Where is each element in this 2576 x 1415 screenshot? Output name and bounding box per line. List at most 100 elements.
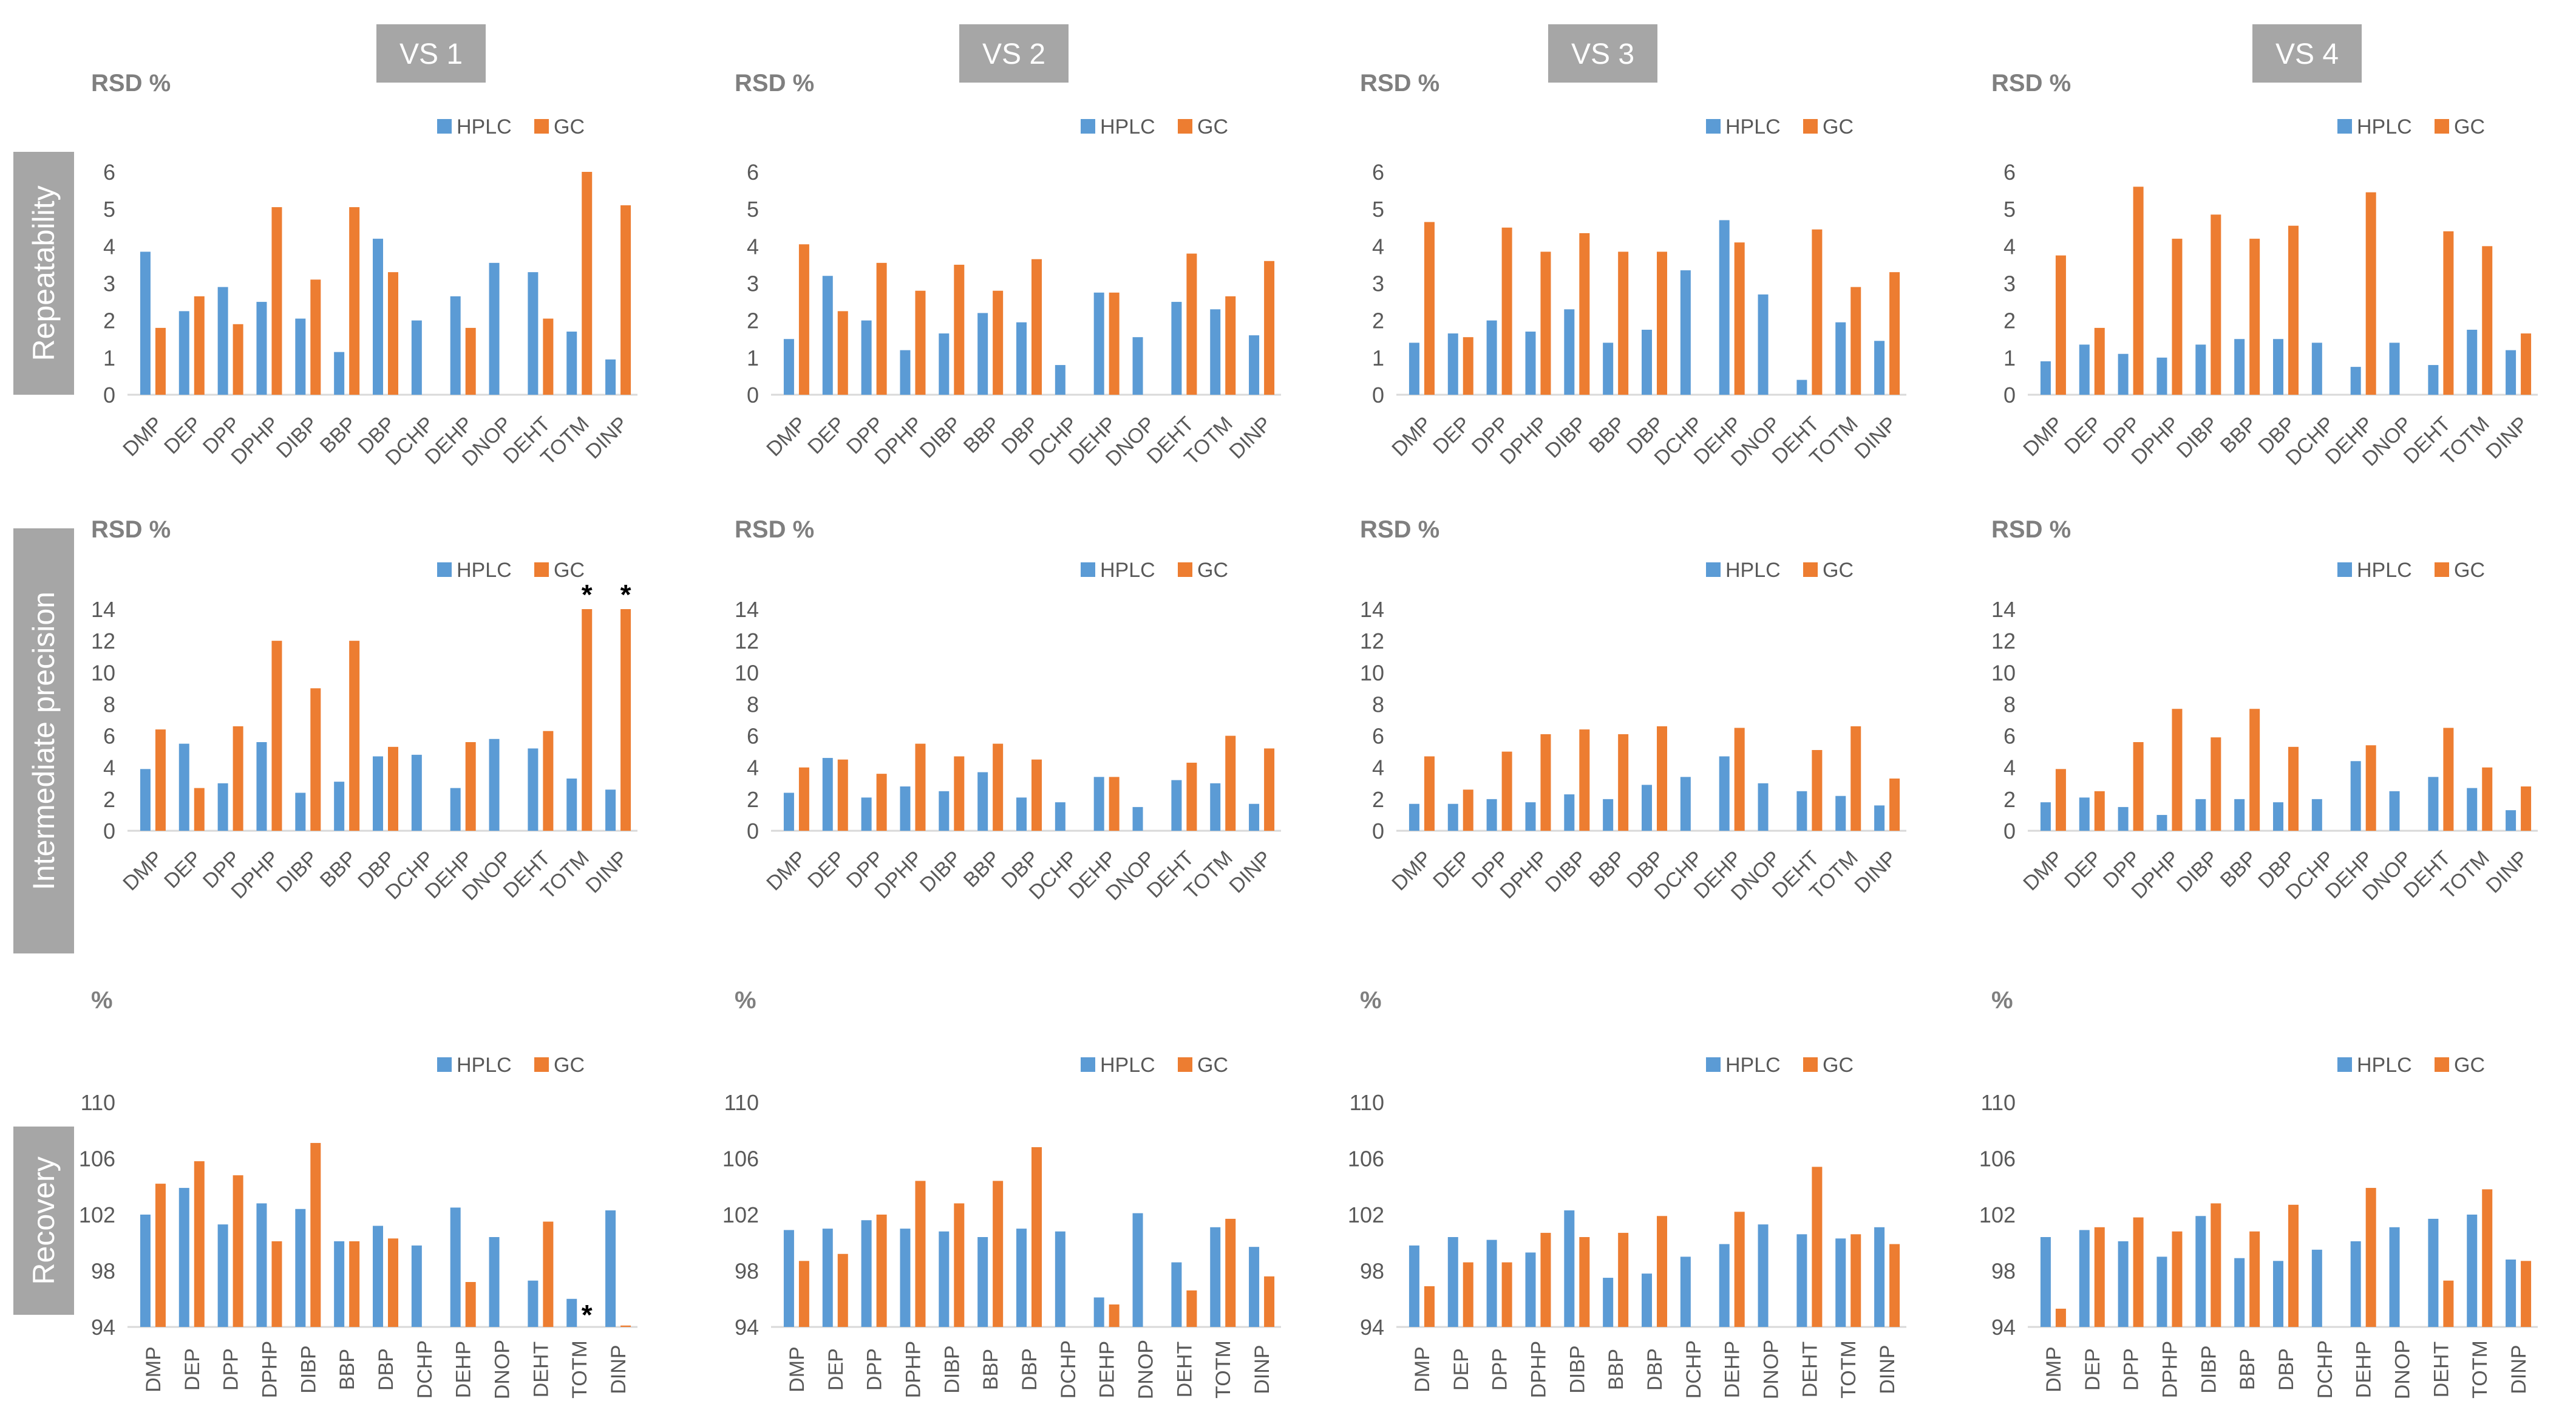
bar-hplc bbox=[2428, 365, 2439, 395]
y-tick-label: 2 bbox=[1372, 309, 1384, 333]
x-tick-label: DMP bbox=[762, 412, 811, 461]
legend-label-hplc: HPLC bbox=[457, 115, 512, 138]
x-tick-label: BBP bbox=[2216, 847, 2262, 892]
legend: HPLC GC bbox=[1706, 559, 1854, 582]
y-tick-label: 110 bbox=[1350, 1090, 1384, 1115]
column-header-label: VS 1 bbox=[399, 38, 463, 70]
y-tick-label: 0 bbox=[1372, 819, 1384, 844]
x-tick-label: DEP bbox=[160, 847, 206, 893]
bar-hplc bbox=[2156, 357, 2167, 395]
row-labels: Repeatability Intermediate precision Recov… bbox=[13, 152, 74, 1315]
bar-gc bbox=[2365, 1188, 2376, 1327]
bar-hplc bbox=[1835, 796, 1846, 831]
y-tick-label: 4 bbox=[747, 234, 759, 259]
bar-gc bbox=[1109, 1304, 1120, 1327]
bar-hplc bbox=[783, 1230, 794, 1327]
legend-swatch-hplc bbox=[437, 119, 452, 134]
bar-gc bbox=[1812, 750, 1823, 831]
bar-hplc bbox=[140, 251, 151, 395]
bar-gc bbox=[876, 774, 887, 831]
bar-gc bbox=[2133, 1217, 2144, 1327]
bar-hplc bbox=[2311, 343, 2322, 395]
x-tick-label: DPP bbox=[1489, 1348, 1512, 1391]
y-tick-label: 4 bbox=[103, 234, 115, 259]
bar-gc bbox=[2365, 745, 2376, 831]
bar-hplc bbox=[2273, 802, 2283, 831]
bar-gc bbox=[1889, 778, 1900, 831]
annotation-asterisk: * bbox=[582, 579, 593, 610]
bar-hplc bbox=[1603, 343, 1614, 395]
legend-swatch-hplc bbox=[2337, 562, 2352, 577]
y-tick-label: 110 bbox=[724, 1090, 759, 1115]
legend-swatch-hplc bbox=[1706, 1057, 1721, 1072]
column-headers: VS 1 VS 2 VS 3 VS 4 bbox=[376, 24, 2362, 83]
x-tick-label: DPP bbox=[2120, 1348, 2143, 1391]
y-tick-label: 6 bbox=[1372, 724, 1384, 749]
bar-hplc bbox=[1210, 309, 1221, 395]
bar-gc bbox=[2094, 791, 2105, 831]
x-tick-label: DEP bbox=[160, 412, 206, 459]
bar-gc bbox=[837, 1253, 848, 1327]
bar-gc bbox=[465, 327, 476, 395]
bar-gc bbox=[543, 1221, 554, 1327]
bar-hplc bbox=[861, 1220, 872, 1327]
bar-hplc bbox=[1525, 1252, 1536, 1327]
legend-label-hplc: HPLC bbox=[1100, 559, 1155, 582]
bar-hplc bbox=[2118, 806, 2129, 831]
bar-hplc bbox=[939, 791, 950, 831]
bar-gc bbox=[2055, 769, 2066, 831]
legend-swatch-gc bbox=[2435, 562, 2449, 577]
bar-gc bbox=[1186, 1290, 1197, 1327]
bar-hplc bbox=[295, 318, 306, 395]
bar-gc bbox=[1186, 762, 1197, 831]
bar-gc bbox=[465, 742, 476, 831]
y-tick-label: 0 bbox=[103, 383, 115, 407]
bar-hplc bbox=[1486, 1239, 1497, 1327]
bar-hplc bbox=[2195, 1216, 2206, 1327]
x-tick-label: DBP bbox=[375, 1348, 398, 1391]
legend: HPLC GC bbox=[1081, 1054, 1228, 1077]
bar-hplc bbox=[1642, 329, 1652, 395]
bar-hplc bbox=[334, 1241, 345, 1327]
row-label-text: Recovery bbox=[27, 1156, 61, 1284]
x-tick-label: DIBP bbox=[916, 412, 966, 463]
bar-gc bbox=[1618, 251, 1629, 395]
bar-hplc bbox=[1486, 320, 1497, 395]
bar-gc bbox=[1225, 735, 1236, 831]
x-tick-label: DIBP bbox=[272, 412, 322, 463]
y-tick-label: 110 bbox=[81, 1090, 115, 1115]
bar-gc bbox=[2249, 239, 2260, 395]
bar-hplc bbox=[2350, 761, 2361, 831]
bar-hplc bbox=[1055, 1231, 1065, 1327]
bar-gc bbox=[194, 296, 205, 395]
row-label-text: Intermediate precision bbox=[27, 592, 61, 890]
y-tick-label: 6 bbox=[747, 724, 759, 749]
y-tick-label: 102 bbox=[1348, 1202, 1384, 1227]
bar-gc bbox=[2443, 231, 2454, 395]
legend-label-hplc: HPLC bbox=[2357, 115, 2412, 138]
bar-hplc bbox=[2079, 1230, 2090, 1327]
y-tick-label: 98 bbox=[1991, 1259, 2016, 1284]
y-tick-label: 3 bbox=[2003, 271, 2016, 296]
legend-label-gc: GC bbox=[1197, 559, 1228, 582]
bar-hplc bbox=[2506, 350, 2517, 395]
bar-hplc bbox=[528, 1280, 539, 1327]
bar-hplc bbox=[605, 789, 616, 831]
chart-panel: % 94 98 102 106 110 DMP DEP DPP DPHP DIBP BBP DBP DCH… bbox=[1979, 987, 2538, 1399]
bar-hplc bbox=[1132, 1213, 1143, 1327]
bar-hplc bbox=[566, 332, 577, 395]
legend: HPLC GC bbox=[1081, 559, 1228, 582]
bar-gc bbox=[915, 743, 926, 831]
bar-hplc bbox=[1680, 1256, 1691, 1327]
bar-hplc bbox=[140, 1215, 151, 1327]
row-label-box bbox=[13, 528, 74, 953]
legend-label-hplc: HPLC bbox=[2357, 1054, 2412, 1077]
legend: HPLC GC bbox=[1706, 115, 1854, 138]
bar-hplc bbox=[2040, 802, 2051, 831]
bar-gc bbox=[271, 641, 282, 831]
row-label-box bbox=[13, 152, 74, 395]
legend-swatch-hplc bbox=[2337, 119, 2352, 134]
column-header: VS 3 bbox=[1548, 24, 1657, 83]
y-tick-label: 6 bbox=[103, 724, 115, 749]
legend-label-hplc: HPLC bbox=[1725, 559, 1781, 582]
